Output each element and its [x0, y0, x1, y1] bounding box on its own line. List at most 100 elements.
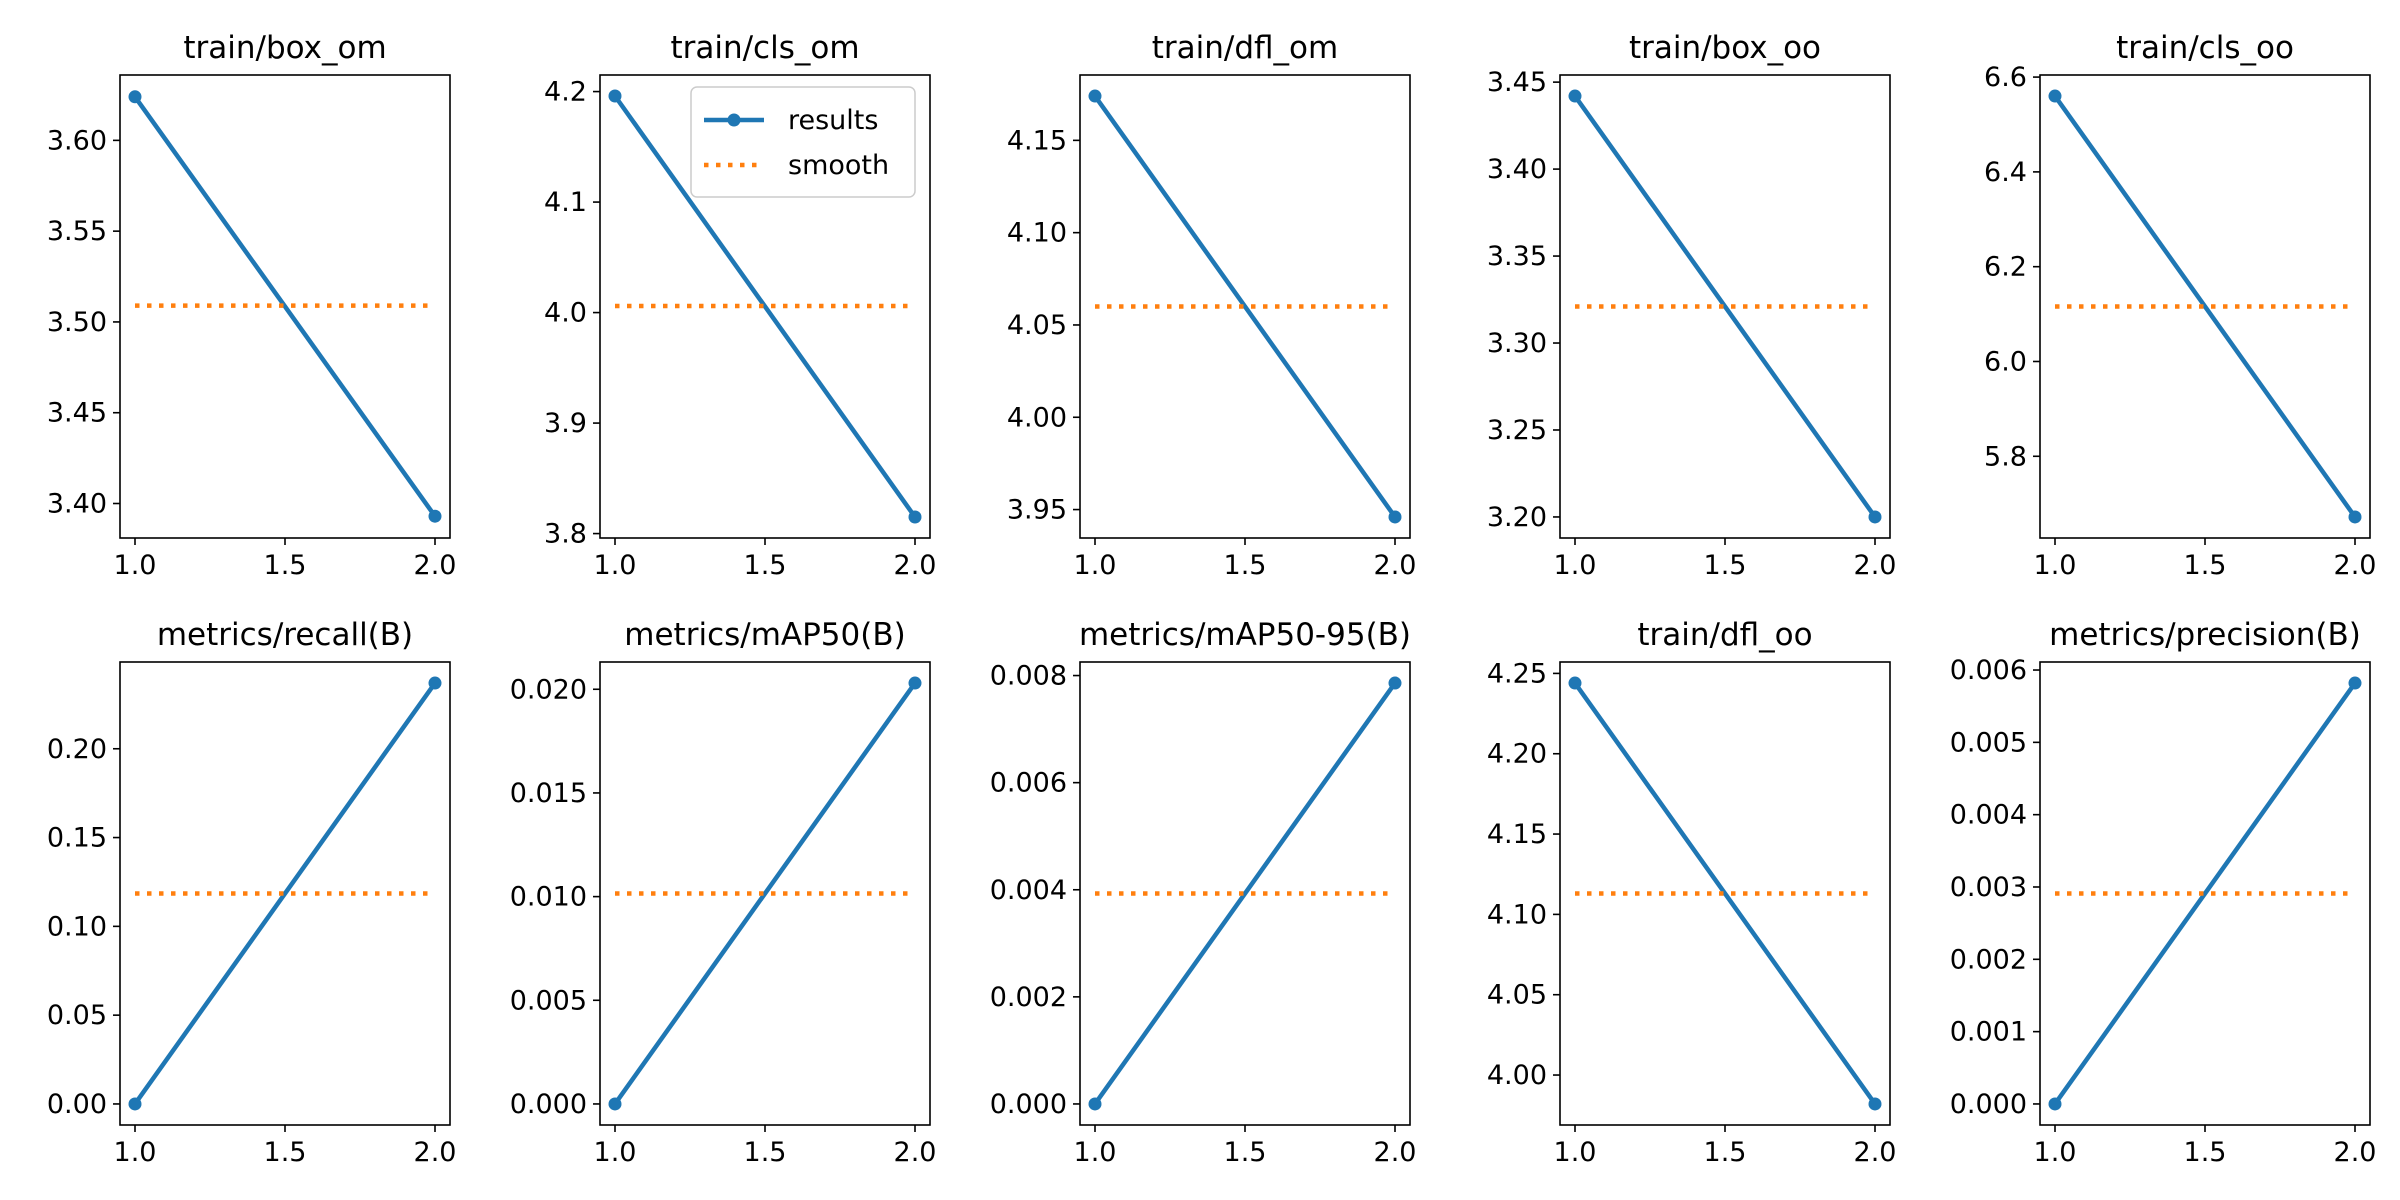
y-tick-label: 5.8 [1984, 441, 2027, 472]
x-tick-label: 2.0 [2334, 550, 2377, 581]
legend-results-marker [727, 113, 741, 127]
subplot-title: train/dfl_om [1152, 30, 1338, 66]
y-tick-label: 4.15 [1007, 125, 1067, 156]
x-tick-label: 2.0 [1854, 550, 1897, 581]
y-tick-label: 0.000 [1950, 1089, 2027, 1120]
x-tick-label: 1.0 [594, 1137, 637, 1168]
y-tick-label: 0.003 [1950, 872, 2027, 903]
x-tick-label: 1.5 [1224, 1137, 1267, 1168]
results-line [1093, 681, 1397, 1106]
legend-label: results [788, 105, 878, 136]
results-point [1868, 510, 1882, 524]
y-tick-label: 4.05 [1007, 310, 1067, 341]
results-point [908, 676, 922, 690]
y-tick-label: 3.30 [1487, 328, 1547, 359]
x-tick-label: 1.0 [1074, 1137, 1117, 1168]
y-tick-label: 3.55 [47, 216, 107, 247]
results-line [613, 681, 917, 1106]
subplot-train-dfl-oo: train/dfl_oo 1.0 1.5 2.0 4.00 4.05 4.10 4.15 4.2… [1487, 617, 1897, 1168]
y-tick-label: 0.015 [510, 778, 587, 809]
results-line [613, 94, 917, 519]
x-tick-label: 2.0 [894, 1137, 937, 1168]
results-point [1088, 1097, 1102, 1111]
y-tick-label: 3.25 [1487, 415, 1547, 446]
x-tick-label: 1.5 [744, 550, 787, 581]
y-tick-label: 4.00 [1007, 402, 1067, 433]
y-tick-label: 4.10 [1007, 218, 1067, 249]
y-tick-label: 0.05 [47, 1000, 107, 1031]
results-point [428, 676, 442, 690]
x-tick-label: 1.0 [2034, 1137, 2077, 1168]
x-tick-label: 1.0 [1554, 550, 1597, 581]
y-tick-label: 6.0 [1984, 346, 2027, 377]
subplot-train-box-oo: train/box_oo 1.0 1.5 2.0 3.20 3.25 3.30 3.35 3.4… [1487, 30, 1897, 581]
y-tick-label: 4.25 [1487, 658, 1547, 689]
x-tick-label: 1.0 [1074, 550, 1117, 581]
x-tick-label: 2.0 [894, 550, 937, 581]
y-tick-label: 4.15 [1487, 819, 1547, 850]
subplot-title: train/dfl_oo [1637, 617, 1812, 653]
y-tick-label: 3.60 [47, 125, 107, 156]
legend: results smooth [690, 86, 916, 198]
y-tick-label: 0.006 [1950, 655, 2027, 686]
y-tick-label: 0.10 [47, 911, 107, 942]
results-line [1573, 681, 1877, 1106]
y-tick-label: 3.45 [47, 398, 107, 429]
y-tick-label: 0.008 [990, 661, 1067, 692]
subplot-train-cls-om: train/cls_om 1.0 1.5 2.0 3.8 3.9 4.0 4.1 4.2 resu… [544, 30, 936, 581]
x-tick-label: 1.0 [114, 550, 157, 581]
subplot-title: metrics/mAP50(B) [624, 617, 905, 653]
results-point [128, 1097, 142, 1111]
results-point [1088, 89, 1102, 103]
legend-box [690, 86, 916, 198]
y-tick-label: 4.05 [1487, 980, 1547, 1011]
y-tick-label: 0.20 [47, 734, 107, 765]
y-tick-label: 3.20 [1487, 502, 1547, 533]
subplot-title: train/cls_oo [2116, 30, 2294, 66]
y-tick-label: 0.001 [1950, 1017, 2027, 1048]
results-point [608, 89, 622, 103]
y-tick-label: 3.8 [544, 519, 587, 550]
y-tick-label: 0.15 [47, 823, 107, 854]
results-point [908, 510, 922, 524]
x-tick-label: 2.0 [2334, 1137, 2377, 1168]
results-line [2053, 94, 2357, 519]
results-point [2048, 1097, 2062, 1111]
results-point [2048, 89, 2062, 103]
y-tick-label: 6.4 [1984, 157, 2027, 188]
y-tick-label: 4.20 [1487, 739, 1547, 770]
x-tick-label: 1.0 [1554, 1137, 1597, 1168]
y-tick-label: 0.002 [1950, 944, 2027, 975]
x-tick-label: 1.5 [1704, 1137, 1747, 1168]
y-tick-label: 4.2 [544, 77, 587, 108]
y-tick-label: 0.002 [990, 982, 1067, 1013]
subplot-title: train/box_om [183, 30, 386, 66]
subplot-train-dfl-om: train/dfl_om 1.0 1.5 2.0 3.95 4.00 4.05 4.10 4.1… [1007, 30, 1417, 581]
y-tick-label: 3.40 [47, 489, 107, 520]
y-tick-label: 6.2 [1984, 252, 2027, 283]
subplot-title: train/cls_om [670, 30, 859, 66]
y-tick-label: 4.00 [1487, 1060, 1547, 1091]
subplot-metrics-precision-b: metrics/precision(B) 1.0 1.5 2.0 0.000 0.001 0… [1950, 617, 2377, 1168]
results-point [1388, 510, 1402, 524]
y-tick-label: 3.45 [1487, 67, 1547, 98]
results-line [133, 681, 437, 1106]
x-tick-label: 1.5 [264, 550, 307, 581]
subplot-train-cls-oo: train/cls_oo 1.0 1.5 2.0 5.8 6.0 6.2 6.4 6.6 [1984, 30, 2376, 581]
x-tick-label: 2.0 [1374, 1137, 1417, 1168]
results-point [2348, 676, 2362, 690]
y-tick-label: 0.000 [990, 1089, 1067, 1120]
results-point [608, 1097, 622, 1111]
x-tick-label: 1.5 [264, 1137, 307, 1168]
y-tick-label: 0.010 [510, 882, 587, 913]
y-tick-label: 4.10 [1487, 899, 1547, 930]
x-tick-label: 2.0 [1374, 550, 1417, 581]
results-point [428, 509, 442, 523]
results-point [1568, 676, 1582, 690]
x-tick-label: 1.5 [1704, 550, 1747, 581]
x-tick-label: 1.0 [114, 1137, 157, 1168]
y-tick-label: 0.005 [510, 985, 587, 1016]
results-line [1093, 94, 1397, 519]
